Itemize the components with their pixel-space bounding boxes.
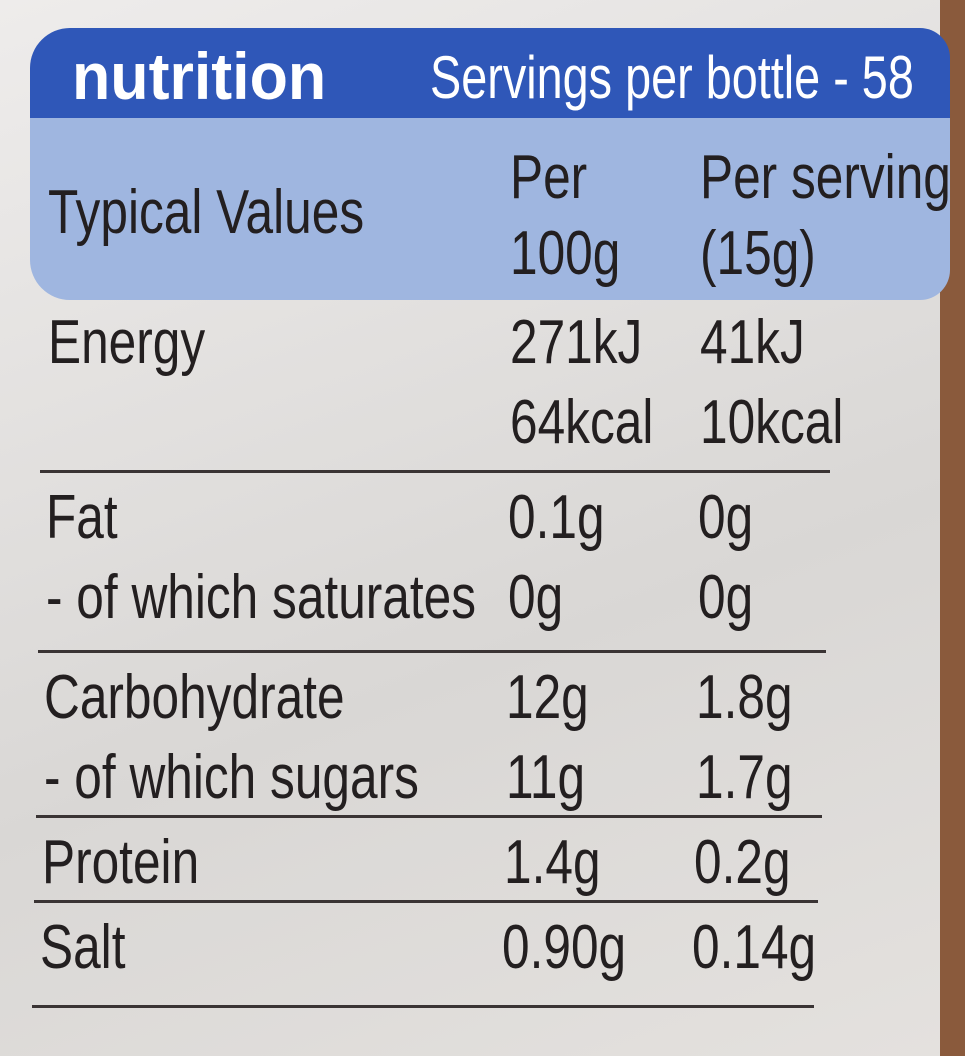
cell-value: 0.14g	[692, 913, 817, 982]
row-label: - of which saturates	[46, 563, 477, 632]
cell-value: 10kcal	[700, 388, 844, 457]
column-header: Per	[510, 143, 588, 212]
cell-value: 0.90g	[502, 913, 627, 982]
cell-value: 1.8g	[696, 663, 793, 732]
column-header: Typical Values	[48, 178, 365, 247]
title: nutrition	[72, 39, 327, 113]
cell-value: 0g	[698, 563, 754, 632]
row-divider	[34, 900, 818, 903]
cell-value: 271kJ	[510, 308, 643, 377]
servings: Servings per bottle - 58	[430, 44, 914, 111]
row-label: - of which sugars	[44, 743, 419, 812]
header-band	[30, 118, 950, 300]
row-label: Energy	[48, 308, 206, 377]
column-header: Per serving	[700, 143, 951, 212]
row-label: Salt	[40, 913, 126, 982]
row-divider	[40, 470, 830, 473]
cell-value: 1.4g	[504, 828, 601, 897]
column-header: 100g	[510, 219, 621, 288]
cell-value: 0.2g	[694, 828, 791, 897]
cell-value: 12g	[506, 663, 589, 732]
row-divider	[38, 650, 826, 653]
row-label: Carbohydrate	[44, 663, 345, 732]
title-bar	[30, 28, 950, 128]
cell-value: 11g	[506, 743, 586, 812]
cell-value: 0g	[508, 563, 564, 632]
row-divider	[36, 815, 822, 818]
cell-value: 64kcal	[510, 388, 654, 457]
cell-value: 41kJ	[700, 308, 805, 377]
row-label: Fat	[46, 483, 118, 552]
row-label: Protein	[42, 828, 200, 897]
row-divider	[32, 1005, 814, 1008]
cell-value: 0g	[698, 483, 754, 552]
cell-value: 0.1g	[508, 483, 605, 552]
cell-value: 1.7g	[696, 743, 793, 812]
column-header: (15g)	[700, 219, 816, 288]
